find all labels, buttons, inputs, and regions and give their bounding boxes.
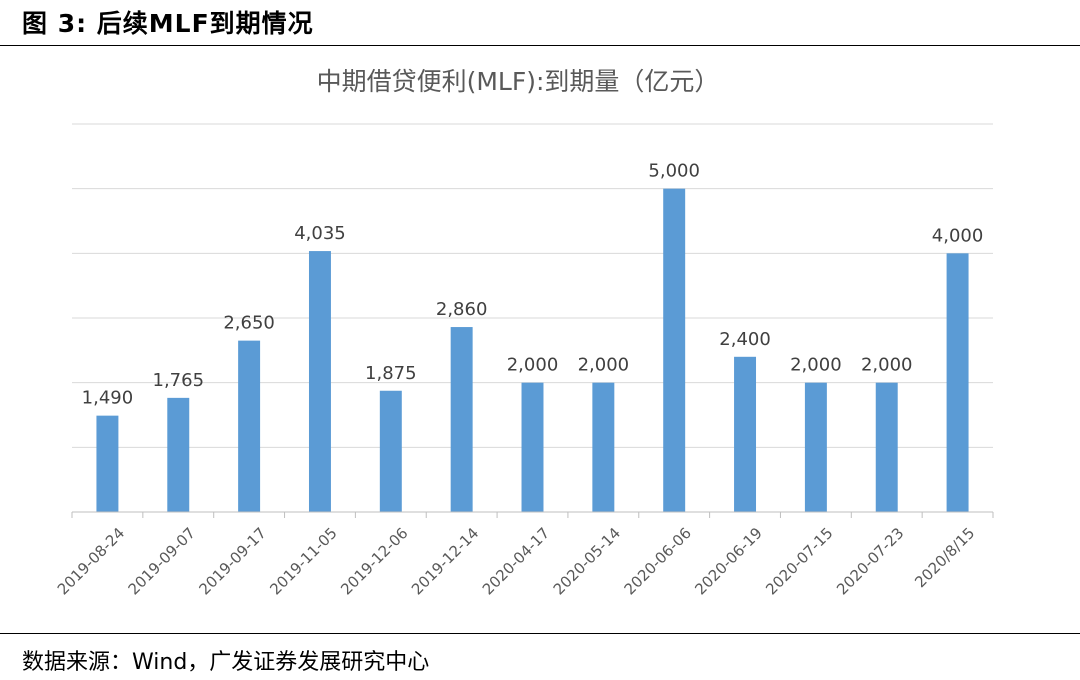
x-tick-label: 2019-11-05 (266, 524, 340, 598)
x-tick-label: 2020-07-15 (762, 524, 836, 598)
value-label: 2,860 (436, 299, 488, 320)
source-note: 数据来源：Wind，广发证券发展研究中心 (22, 650, 430, 675)
value-label: 2,000 (861, 355, 913, 376)
value-label: 4,000 (932, 225, 984, 246)
value-label: 2,650 (223, 313, 275, 334)
x-tick-label: 2019-09-17 (195, 524, 269, 598)
value-label: 1,490 (82, 388, 134, 409)
x-tick-label: 2020-06-06 (621, 524, 695, 598)
figure-title: 图 3: 后续MLF到期情况 (22, 9, 314, 38)
bar (663, 188, 686, 512)
x-tick-label: 2020-05-14 (550, 524, 624, 598)
x-tick-label: 2020-04-17 (479, 524, 553, 598)
x-tick-label: 2019-09-07 (125, 524, 199, 598)
bars (96, 188, 969, 513)
gridlines (72, 123, 993, 448)
value-labels: 1,490 1,765 2,650 4,035 1,875 2,860 2,000 2,000… (82, 161, 984, 409)
x-tick-label: 2019-08-24 (54, 524, 128, 598)
bar (308, 251, 331, 512)
value-label: 2,400 (719, 329, 771, 350)
bar (804, 382, 827, 512)
bar (875, 382, 898, 512)
bar (450, 327, 473, 512)
x-axis: 2019-08-242019-09-072019-09-172019-11-05… (54, 511, 994, 598)
x-tick-label: 2020-07-23 (833, 524, 907, 598)
bar (946, 253, 969, 513)
bottom-rule (0, 633, 1080, 634)
bar (238, 340, 261, 512)
value-label: 1,765 (153, 370, 205, 391)
value-label: 4,035 (294, 223, 346, 244)
bar (167, 397, 190, 512)
x-tick-label: 2019-12-06 (337, 524, 411, 598)
chart-title: 中期借贷便利(MLF):到期量（亿元） (317, 67, 720, 96)
bar (734, 356, 757, 512)
x-tick-label: 2020-06-19 (691, 524, 765, 598)
bar (96, 415, 119, 512)
bar (379, 390, 402, 512)
value-label: 2,000 (578, 355, 630, 376)
value-label: 2,000 (790, 355, 842, 376)
bar (521, 382, 544, 512)
value-label: 2,000 (507, 355, 559, 376)
x-tick-label: 2019-12-14 (408, 524, 482, 598)
x-tick-label: 2020/8/15 (911, 524, 978, 591)
top-rule (0, 45, 1080, 46)
value-label: 1,875 (365, 363, 417, 384)
bar (592, 382, 615, 512)
value-label: 5,000 (648, 161, 700, 182)
bar-chart: 中期借贷便利(MLF):到期量（亿元） 1,490 1,765 2,650 4,035… (54, 67, 994, 598)
